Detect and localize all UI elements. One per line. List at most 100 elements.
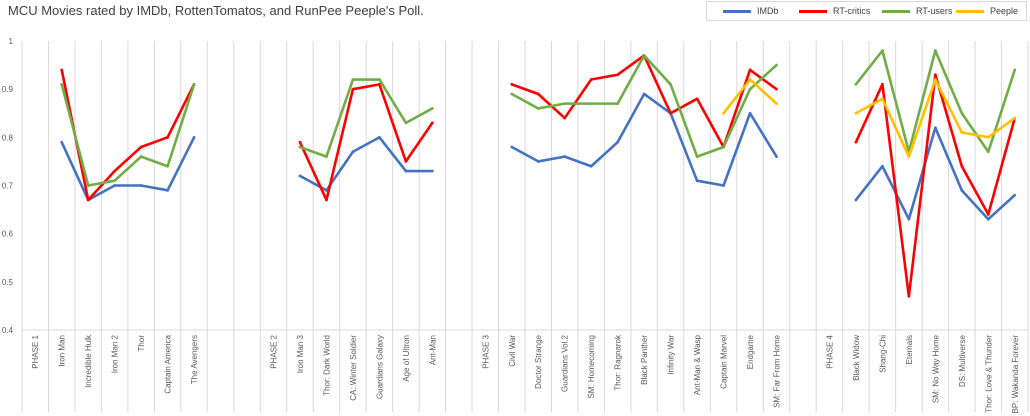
x-tick-label: Endgame	[746, 334, 755, 369]
data-point-imdb	[563, 155, 567, 158]
series-segment-imdb	[669, 111, 699, 182]
legend-label-rt-users: RT-users	[916, 6, 953, 16]
x-tick-label: Doctor Strange	[534, 334, 543, 388]
legend-item-peeple: Peeple	[956, 2, 1018, 20]
y-tick-label: 0.7	[2, 182, 14, 191]
data-point-rt-critics	[510, 83, 514, 86]
data-point-rt-critics	[775, 87, 778, 91]
data-point-rt-users	[563, 102, 567, 105]
legend-item-rt-users: RT-users	[882, 2, 952, 20]
x-tick-label: DS: Multiverse	[958, 334, 967, 387]
series-segment-peeple	[748, 78, 778, 105]
series-segment-rt-critics	[404, 121, 434, 163]
series-segment-rt-users	[86, 179, 116, 187]
data-point-imdb	[192, 136, 196, 139]
data-point-imdb	[404, 169, 408, 173]
x-tick-label: Guardians Vol.2	[561, 334, 570, 391]
series-segment-rt-critics	[907, 73, 937, 298]
data-point-imdb	[934, 126, 937, 129]
series-segment-imdb	[642, 92, 672, 115]
legend-label-peeple: Peeple	[990, 6, 1019, 16]
legend-label-rt-critics: RT-critics	[833, 6, 871, 16]
data-point-rt-users	[642, 54, 646, 57]
series-segment-rt-users	[378, 78, 408, 125]
series-segment-rt-critics	[139, 136, 169, 149]
series-segment-rt-users	[907, 49, 937, 154]
data-point-imdb	[431, 169, 434, 173]
series-segment-rt-users	[298, 145, 328, 158]
x-tick-label: BP: Wakanda Forever	[1011, 335, 1020, 414]
legend-item-rt-critics: RT-critics	[799, 2, 870, 20]
data-point-imdb	[1013, 193, 1017, 197]
data-point-imdb	[960, 189, 964, 192]
legend-item-imdb: IMDb	[723, 2, 779, 20]
x-tick-label: Iron Man 2	[111, 334, 120, 373]
series-segment-rt-critics	[854, 83, 884, 144]
x-tick-label: Thor	[137, 335, 146, 352]
data-point-imdb	[298, 174, 302, 178]
series-segment-rt-critics	[589, 73, 619, 81]
data-point-rt-users	[934, 49, 937, 52]
data-point-rt-critics	[166, 136, 169, 139]
data-point-rt-users	[695, 155, 699, 158]
series-segment-rt-users	[166, 83, 196, 168]
series-segment-rt-users	[113, 155, 143, 182]
x-tick-label: Ant-Man	[428, 335, 437, 365]
data-point-rt-critics	[298, 140, 302, 144]
x-tick-label: PHASE 4	[825, 334, 834, 368]
data-point-imdb	[775, 155, 778, 158]
series-segment-rt-users	[986, 68, 1017, 154]
series-segment-rt-users	[325, 78, 355, 158]
data-point-imdb	[378, 136, 381, 139]
series-segment-peeple	[960, 131, 990, 139]
data-point-imdb	[139, 184, 143, 187]
series-segment-rt-critics	[298, 140, 328, 202]
series-segment-rt-critics	[642, 54, 672, 115]
legend-swatch-imdb	[723, 9, 751, 13]
series-segment-rt-users	[695, 145, 725, 158]
x-tick-label: SM: No Way Home	[931, 334, 940, 403]
data-point-imdb	[325, 189, 328, 192]
series-segment-imdb	[589, 140, 619, 168]
series-segment-rt-users	[139, 155, 169, 168]
data-point-rt-critics	[351, 87, 355, 91]
data-point-rt-critics	[881, 83, 884, 86]
series-segment-rt-users	[510, 92, 540, 110]
series-segment-imdb	[510, 145, 540, 163]
data-point-rt-users	[669, 83, 672, 86]
data-point-rt-users	[986, 150, 990, 154]
data-point-rt-users	[378, 78, 381, 81]
data-point-rt-users	[192, 83, 196, 86]
y-tick-label: 0.8	[2, 133, 14, 142]
series-segment-peeple	[907, 78, 937, 158]
x-tick-label: Ant-Man & Wasp	[693, 334, 702, 395]
legend-swatch-peeple	[956, 9, 984, 13]
data-point-rt-users	[881, 49, 884, 52]
series-segment-imdb	[695, 179, 725, 187]
data-point-rt-critics	[934, 73, 937, 77]
x-tick-label: Incredible Hulk	[84, 334, 93, 388]
data-point-rt-users	[113, 179, 116, 182]
series-segment-rt-critics	[748, 68, 778, 91]
series-segment-imdb	[934, 126, 964, 192]
series-segment-rt-critics	[351, 83, 381, 91]
series-segment-imdb	[907, 126, 937, 221]
series-segment-imdb	[722, 111, 752, 187]
x-tick-label: Civil War	[508, 335, 517, 367]
series-segment-rt-critics	[960, 164, 990, 216]
data-point-rt-users	[404, 121, 408, 125]
data-point-imdb	[589, 164, 593, 168]
data-point-rt-critics	[589, 78, 593, 81]
data-point-rt-users	[60, 83, 64, 86]
series-segment-imdb	[139, 184, 169, 192]
x-tick-label: The Avengers	[190, 335, 199, 384]
data-point-imdb	[642, 92, 646, 96]
series-segment-imdb	[536, 155, 567, 163]
legend-swatch-rt-users	[882, 9, 910, 13]
data-point-rt-critics	[378, 83, 381, 86]
series-segment-rt-critics	[986, 116, 1017, 216]
x-tick-label: SM: Homecoming	[587, 335, 596, 399]
series-segment-rt-critics	[695, 97, 725, 149]
data-point-imdb	[881, 164, 884, 168]
